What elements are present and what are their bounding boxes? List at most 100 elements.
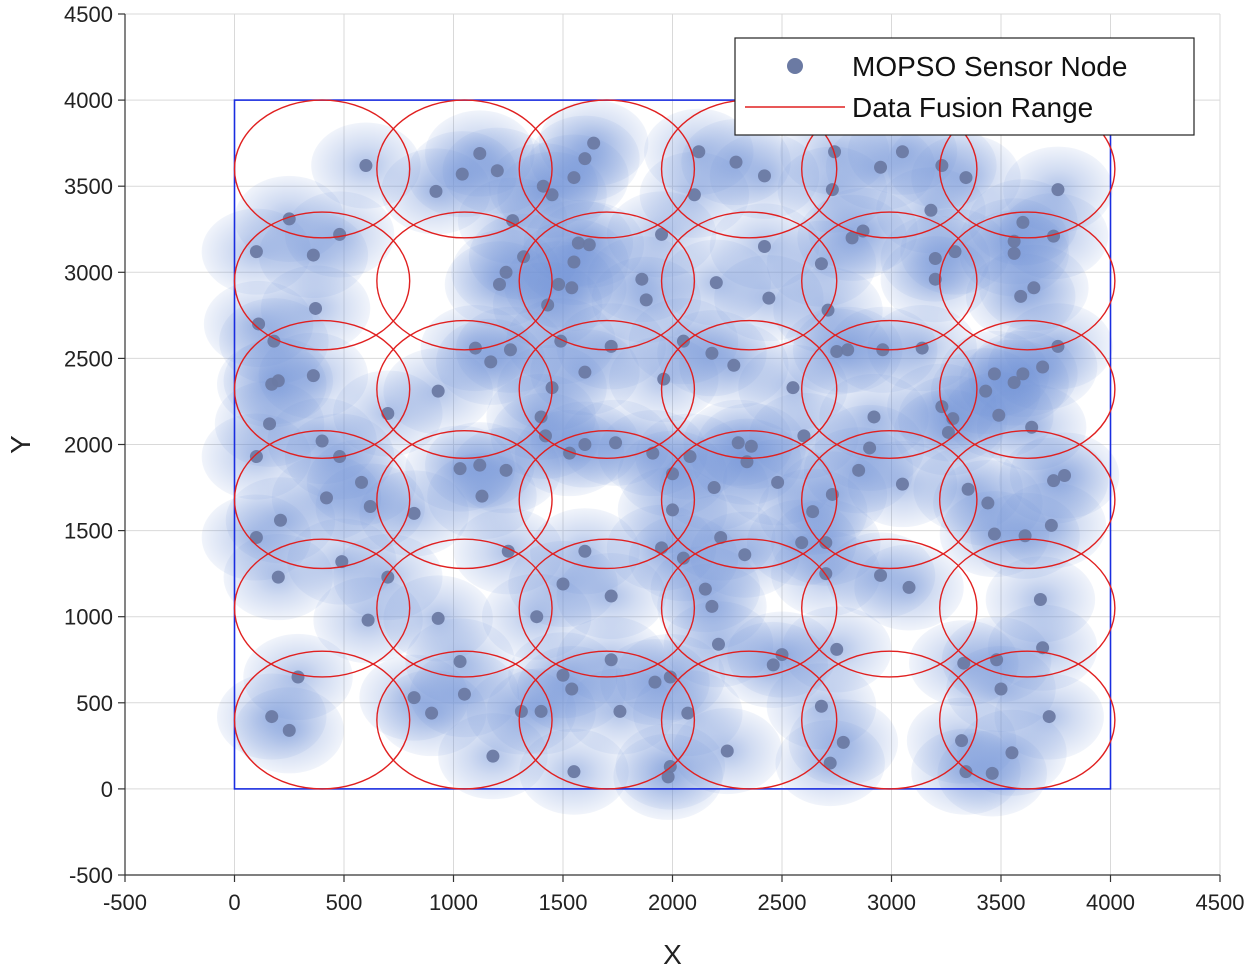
sensor-node-point bbox=[771, 475, 785, 489]
sensor-node-point bbox=[830, 345, 844, 359]
sensor-node-point bbox=[981, 496, 995, 510]
sensor-node-point bbox=[604, 589, 618, 603]
sensor-node-point bbox=[541, 298, 555, 312]
sensor-node-point bbox=[655, 541, 669, 555]
y-axis-title: Y bbox=[5, 435, 36, 454]
fusion-range-circle bbox=[938, 319, 1116, 459]
sensor-node-point bbox=[453, 654, 467, 668]
sensor-node-point bbox=[994, 682, 1008, 696]
sensor-node-point bbox=[431, 384, 445, 398]
sensor-node-point bbox=[609, 436, 623, 450]
fusion-range-circle bbox=[376, 319, 553, 459]
sensor-node-point bbox=[425, 706, 439, 720]
fusion-range-circle bbox=[801, 430, 978, 570]
y-tick-label: 2500 bbox=[64, 346, 113, 371]
sensor-node-point bbox=[252, 317, 266, 331]
fusion-range-layer bbox=[233, 99, 1116, 790]
sensor-node-point bbox=[567, 171, 581, 185]
sensor-node-point bbox=[538, 429, 552, 443]
fusion-range-circle bbox=[938, 538, 1116, 678]
sensor-node-point bbox=[709, 276, 723, 290]
sensor-node-point bbox=[517, 250, 531, 264]
sensor-node-point bbox=[676, 551, 690, 565]
sensor-node-point bbox=[271, 570, 285, 584]
fusion-range-circle bbox=[938, 650, 1116, 790]
sensor-node-point bbox=[587, 136, 601, 150]
sensor-node-point bbox=[578, 544, 592, 558]
sensor-node-point bbox=[514, 704, 528, 718]
sensor-node-point bbox=[282, 723, 296, 737]
sensor-node-point bbox=[676, 334, 690, 348]
sensor-node-point bbox=[475, 489, 489, 503]
sensor-node-point bbox=[1025, 420, 1039, 434]
sensor-node-point bbox=[536, 179, 550, 193]
sensor-node-point bbox=[955, 734, 969, 748]
x-tick-label: 1000 bbox=[429, 890, 478, 915]
sensor-node-point bbox=[823, 756, 837, 770]
fusion-range-circle bbox=[801, 538, 978, 678]
sensor-node-point bbox=[635, 272, 649, 286]
x-tick-label: 4500 bbox=[1196, 890, 1245, 915]
sensor-node-point bbox=[249, 450, 263, 464]
sensor-node-point bbox=[355, 475, 369, 489]
x-tick-label: -500 bbox=[103, 890, 147, 915]
fusion-range-circle bbox=[376, 211, 553, 351]
sensor-node-point bbox=[545, 188, 559, 202]
sensor-node-point bbox=[306, 248, 320, 262]
sensor-node-point bbox=[578, 365, 592, 379]
sensor-node-point bbox=[852, 463, 866, 477]
sensor-node-point bbox=[381, 407, 395, 421]
sensor-node-point bbox=[249, 245, 263, 259]
sensor-node-point bbox=[567, 255, 581, 269]
sensor-node-point bbox=[987, 367, 1001, 381]
sensor-node-layer bbox=[249, 136, 1072, 784]
sensor-node-point bbox=[666, 503, 679, 517]
sensor-node-point bbox=[273, 513, 287, 527]
sensor-node-point bbox=[836, 735, 850, 749]
sensor-node-point bbox=[957, 656, 971, 670]
sensor-node-point bbox=[249, 530, 263, 544]
sensor-node-point bbox=[740, 455, 754, 469]
y-tick-label: 3000 bbox=[64, 260, 113, 285]
fusion-range-circle bbox=[233, 538, 411, 678]
sensor-node-point bbox=[797, 429, 811, 443]
x-tick-label: 4000 bbox=[1086, 890, 1135, 915]
sensor-node-point bbox=[655, 227, 669, 241]
fusion-range-circle bbox=[376, 99, 553, 239]
sensor-node-point bbox=[565, 682, 579, 696]
sensor-node-point bbox=[819, 536, 833, 550]
fusion-range-circle bbox=[233, 650, 411, 790]
y-tick-label: 1500 bbox=[64, 519, 113, 544]
y-tick-label: 4000 bbox=[64, 88, 113, 113]
sensor-node-point bbox=[361, 613, 375, 627]
sensor-node-point bbox=[681, 706, 695, 720]
fusion-range-circle bbox=[233, 99, 411, 239]
sensor-node-point bbox=[335, 555, 349, 569]
sensor-node-point bbox=[961, 482, 975, 496]
sensor-node-point bbox=[359, 159, 373, 173]
sensor-node-point bbox=[814, 699, 828, 713]
fusion-range-circle bbox=[518, 99, 696, 239]
fusion-range-circle bbox=[376, 430, 553, 570]
fusion-range-circle bbox=[938, 211, 1116, 351]
x-tick-label: 3500 bbox=[977, 890, 1026, 915]
sensor-node-point bbox=[407, 506, 421, 520]
sensor-node-point bbox=[1044, 518, 1058, 532]
fusion-range-circle bbox=[233, 319, 411, 459]
sensor-node-point bbox=[992, 408, 1006, 422]
sensor-node-point bbox=[714, 530, 728, 544]
sensor-node-point bbox=[473, 146, 487, 160]
sensor-node-point bbox=[705, 599, 719, 613]
sensor-node-point bbox=[556, 668, 570, 682]
x-tick-label: 3000 bbox=[867, 890, 916, 915]
legend: MOPSO Sensor Node Data Fusion Range bbox=[734, 37, 1195, 136]
sensor-node-point bbox=[267, 334, 281, 348]
sensor-node-point bbox=[1027, 281, 1041, 295]
sensor-node-point bbox=[613, 704, 627, 718]
sensor-node-point bbox=[363, 499, 377, 513]
sensor-node-point bbox=[565, 281, 579, 295]
sensor-node-point bbox=[604, 339, 618, 353]
sensor-node-point bbox=[455, 167, 469, 181]
sensor-node-point bbox=[1014, 289, 1028, 303]
sensor-node-point bbox=[657, 372, 671, 386]
